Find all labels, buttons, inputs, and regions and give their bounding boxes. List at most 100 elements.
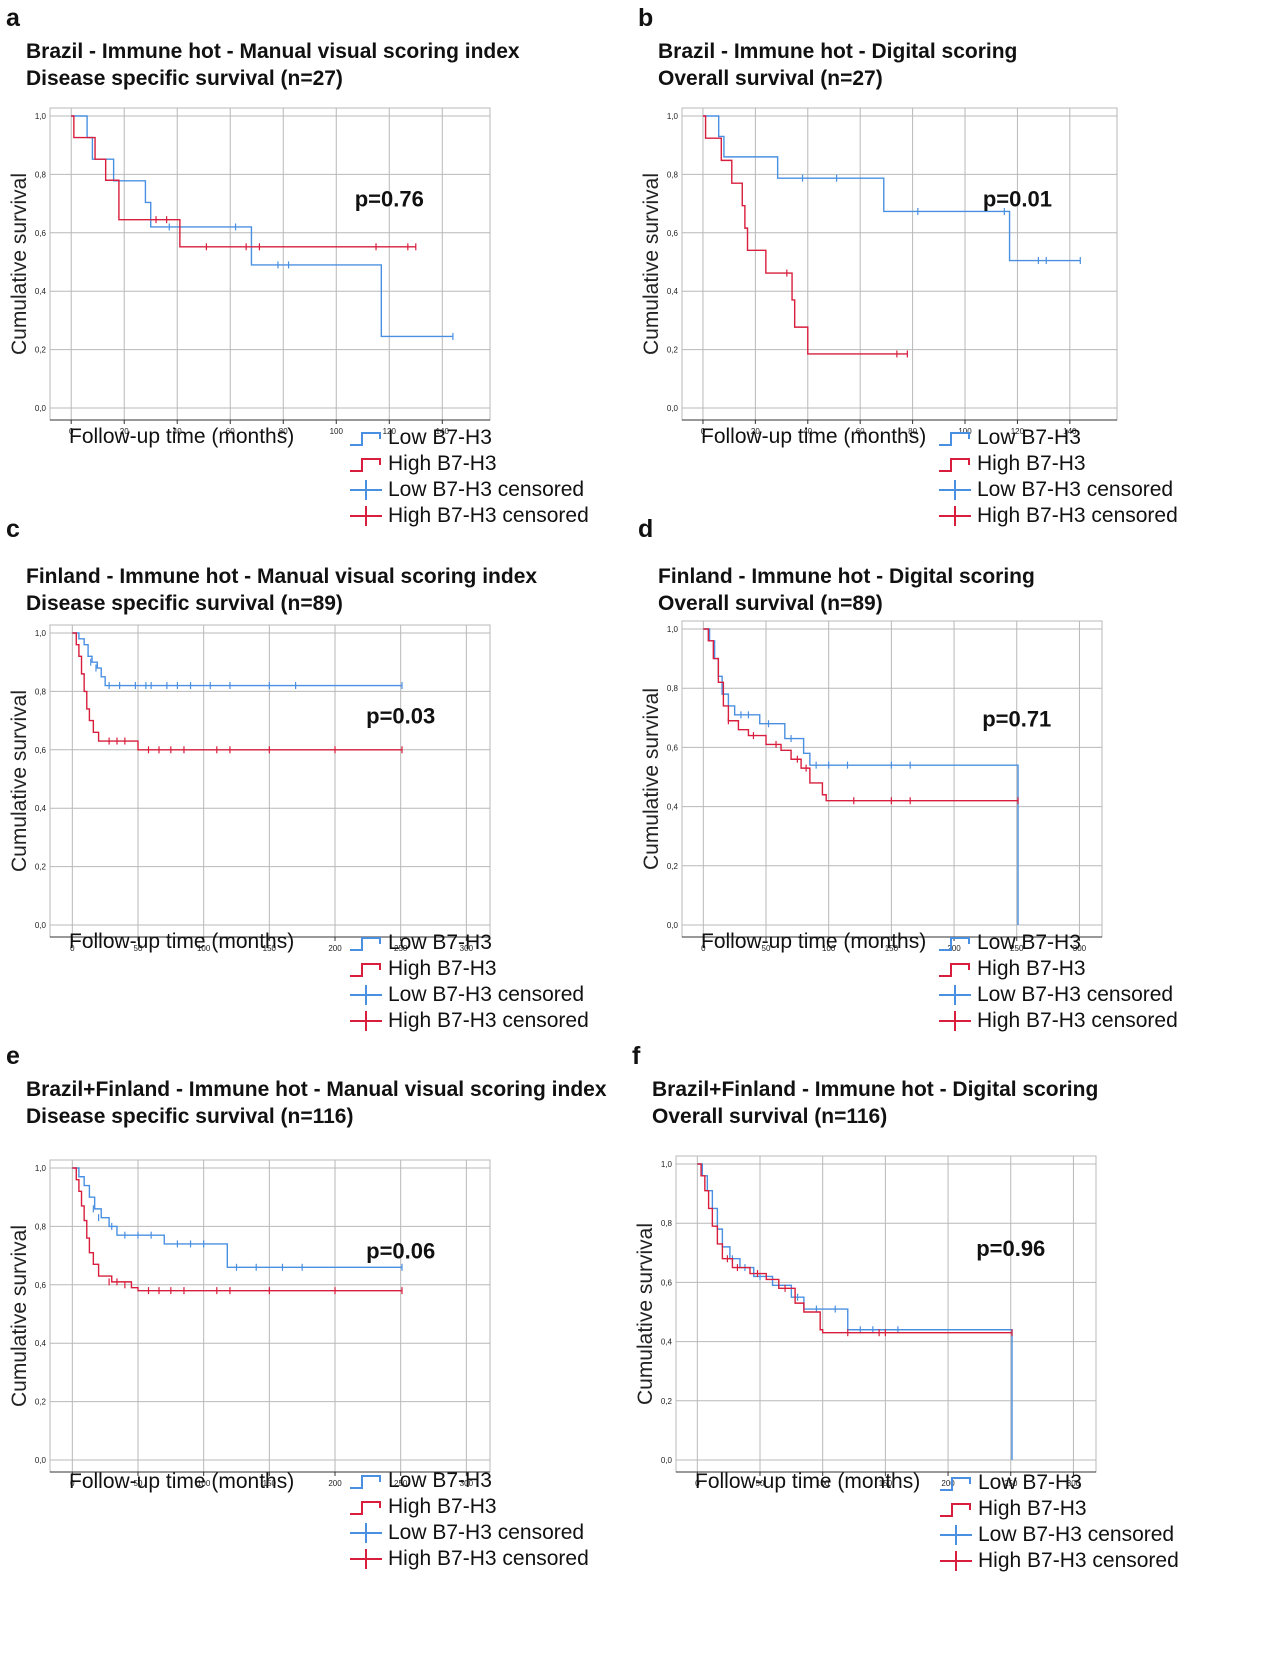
p-value-label: p=0.76 <box>355 187 424 212</box>
x-tick-label: 200 <box>941 1479 955 1488</box>
x-tick-label: 80 <box>279 427 288 436</box>
panel-d: d Finland - Immune hot - Digital scoring O… <box>632 515 1272 1055</box>
x-tick-label: 300 <box>1073 944 1087 953</box>
legend-label: High B7-H3 <box>978 1497 1087 1520</box>
x-tick-label: 140 <box>1063 427 1077 436</box>
legend-series-name: High B7-H3 <box>388 504 497 527</box>
survival-curve-high <box>697 1163 1012 1334</box>
censor-cross-icon <box>350 1549 382 1569</box>
y-axis-label: Cumulative survival <box>8 690 31 872</box>
x-axis-label: Follow-up time (months) <box>69 425 295 448</box>
chart-title-line2: Overall survival (n=27) <box>658 67 883 90</box>
legend-label: Low B7-H3 censored <box>977 478 1174 501</box>
censor-cross-icon <box>939 480 971 500</box>
legend-label: High B7-H3 <box>977 452 1086 475</box>
chart-title-line1: Brazil - Immune hot - Digital scoring <box>658 40 1018 63</box>
y-tick-label: 0,0 <box>35 921 47 930</box>
y-tick-label: 1,0 <box>667 112 679 121</box>
x-tick-label: 0 <box>70 944 75 953</box>
x-axis-label: Follow-up time (months) <box>695 1470 921 1493</box>
survival-plot: 0,0 0,2 0,4 0,6 0,8 1,0 0 50 100 150 200 250 300 Cumu… <box>634 1155 1097 1488</box>
survival-curve-low <box>72 632 402 687</box>
x-tick-label: 250 <box>394 1479 408 1488</box>
chart-title: Brazil+Finland - Immune hot - Manual vis… <box>26 1076 607 1130</box>
chart-title-line2: Disease specific survival (n=116) <box>26 1105 354 1128</box>
chart-title: Brazil+Finland - Immune hot - Digital sc… <box>652 1076 1098 1130</box>
survival-curve-low <box>702 115 1081 262</box>
legend-label: High B7-H3 <box>388 452 497 475</box>
step-line-icon <box>350 1475 381 1489</box>
y-tick-label: 0,2 <box>661 1397 673 1406</box>
x-tick-label: 40 <box>803 427 812 436</box>
x-tick-label: 50 <box>762 944 771 953</box>
y-tick-label: 0,4 <box>35 804 47 813</box>
y-tick-label: 0,2 <box>35 1398 47 1407</box>
x-tick-label: 200 <box>328 944 342 953</box>
x-tick-label: 0 <box>69 427 74 436</box>
x-tick-label: 200 <box>947 944 961 953</box>
legend-label: Low B7-H3 <box>388 1469 492 1492</box>
panel-letter: a <box>6 4 20 32</box>
x-tick-label: 50 <box>756 1479 765 1488</box>
x-axis-label: Follow-up time (months) <box>69 930 295 953</box>
legend-label: Low B7-H3 censored <box>977 983 1174 1006</box>
survival-curve-low <box>703 628 1019 925</box>
legend-series-name: Low B7-H3 <box>388 1521 492 1544</box>
p-value-label: p=0.01 <box>983 187 1052 212</box>
censor-cross-icon <box>350 985 382 1005</box>
y-axis-label: Cumulative survival <box>8 1225 31 1407</box>
legend-series-name: High B7-H3 <box>388 1009 497 1032</box>
x-tick-label: 150 <box>885 944 899 953</box>
panel-letter: f <box>632 1042 641 1070</box>
x-tick-label: 100 <box>197 944 211 953</box>
censor-cross-icon <box>350 480 382 500</box>
y-axis-label: Cumulative survival <box>640 688 663 870</box>
censor-cross-icon <box>939 506 971 526</box>
survival-plot: 0,0 0,2 0,4 0,6 0,8 1,0 0 20 40 60 80 100 120 140 Cumu… <box>640 107 1118 436</box>
y-tick-label: 0,2 <box>35 346 47 355</box>
legend-label: Low B7-H3 censored <box>388 1521 585 1544</box>
y-tick-label: 0,8 <box>661 1219 673 1228</box>
y-tick-label: 1,0 <box>35 1164 47 1173</box>
x-tick-label: 100 <box>197 1479 211 1488</box>
x-tick-label: 300 <box>1067 1479 1081 1488</box>
plot-frame <box>49 624 491 938</box>
x-tick-label: 100 <box>330 427 344 436</box>
y-axis-label: Cumulative survival <box>634 1223 657 1405</box>
y-tick-label: 0,4 <box>35 287 47 296</box>
plot-frame <box>675 1155 1097 1473</box>
survival-curve-high <box>703 628 1018 802</box>
x-tick-label: 0 <box>701 427 706 436</box>
legend-label: High B7-H3 censored <box>388 1009 589 1032</box>
censor-cross-icon <box>350 1523 382 1543</box>
step-line-icon <box>350 937 381 951</box>
y-tick-label: 0,0 <box>35 404 47 413</box>
y-tick-label: 0,4 <box>667 803 679 812</box>
step-line-icon <box>939 963 970 977</box>
x-tick-label: 100 <box>816 1479 830 1488</box>
y-axis-label: Cumulative survival <box>640 173 663 355</box>
x-tick-label: 60 <box>856 427 865 436</box>
legend-label: High B7-H3 censored <box>977 504 1178 527</box>
legend-series-name: Low B7-H3 <box>978 1523 1082 1546</box>
censor-cross-icon <box>350 506 382 526</box>
y-axis-label: Cumulative survival <box>8 173 31 355</box>
x-tick-label: 150 <box>879 1479 893 1488</box>
legend-label: High B7-H3 <box>977 957 1086 980</box>
legend-label: High B7-H3 <box>388 957 497 980</box>
survival-curve-high <box>71 115 416 248</box>
plot-frame <box>681 107 1118 421</box>
plot-frame <box>49 107 491 421</box>
y-tick-label: 0,8 <box>35 170 47 179</box>
censor-cross-icon <box>939 985 971 1005</box>
legend-label: High B7-H3 censored <box>388 504 589 527</box>
chart-title: Brazil - Immune hot - Digital scoring Ove… <box>658 38 1017 92</box>
x-tick-label: 250 <box>1010 944 1024 953</box>
y-tick-label: 0,2 <box>35 863 47 872</box>
chart-title-line2: Disease specific survival (n=89) <box>26 592 343 615</box>
x-tick-label: 120 <box>383 427 397 436</box>
x-tick-label: 150 <box>263 944 277 953</box>
legend-series-name: High B7-H3 <box>977 504 1086 527</box>
y-tick-label: 0,8 <box>667 170 679 179</box>
chart-title-line1: Finland - Immune hot - Digital scoring <box>658 565 1035 588</box>
